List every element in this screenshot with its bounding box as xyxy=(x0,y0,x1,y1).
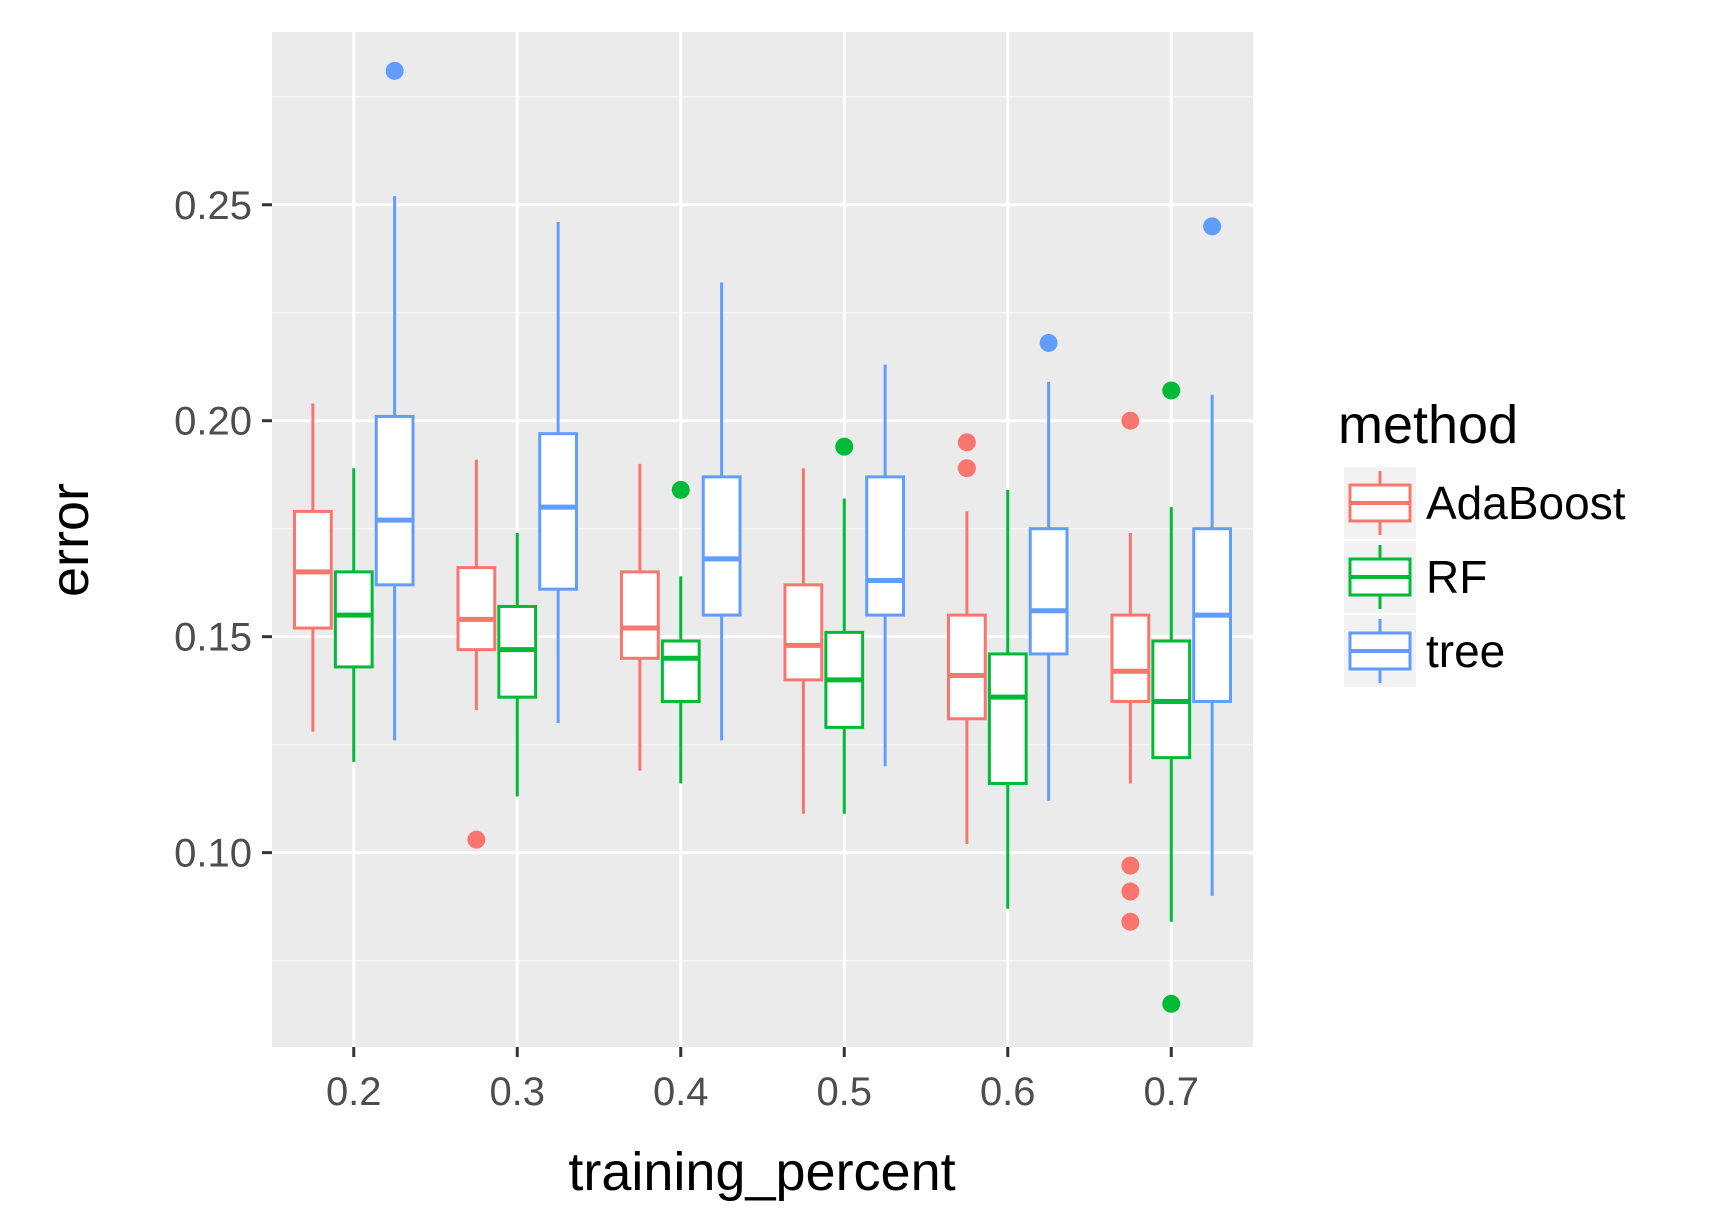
outlier-point xyxy=(957,433,976,452)
outlier-point xyxy=(1121,411,1140,430)
box-AdaBoost-0.6 xyxy=(946,433,987,844)
box-RF-0.3 xyxy=(497,533,538,797)
outlier-point xyxy=(1121,856,1140,875)
outlier-point xyxy=(671,480,690,499)
y-tick-label: 0.10 xyxy=(174,832,252,876)
x-tick-label: 0.7 xyxy=(1143,1070,1199,1114)
box-AdaBoost-0.2 xyxy=(292,403,333,732)
y-axis-title: error xyxy=(40,483,100,597)
legend-title: method xyxy=(1338,395,1518,455)
y-tick-label: 0.15 xyxy=(174,616,252,660)
y-tick-label: 0.20 xyxy=(174,400,252,444)
box-layer xyxy=(292,61,1233,1013)
legend-key-AdaBoost: AdaBoost xyxy=(1344,467,1626,539)
outlier-point xyxy=(1162,381,1181,400)
outlier-point xyxy=(1121,882,1140,901)
box-AdaBoost-0.3 xyxy=(456,459,497,849)
x-axis: 0.2 0.3 0.4 0.5 0.6 0.7 xyxy=(326,1047,1199,1114)
box-body xyxy=(1110,613,1151,703)
x-tick-label: 0.2 xyxy=(326,1070,382,1114)
outlier-point xyxy=(1162,994,1181,1013)
box-body xyxy=(865,475,906,617)
box-AdaBoost-0.5 xyxy=(783,468,824,814)
x-tick-label: 0.5 xyxy=(816,1070,872,1114)
outlier-point xyxy=(1039,333,1058,352)
box-body xyxy=(1028,527,1069,656)
outlier-point xyxy=(385,61,404,80)
box-RF-0.5 xyxy=(824,437,865,814)
box-body xyxy=(987,652,1028,786)
box-body xyxy=(456,566,497,652)
legend-label: AdaBoost xyxy=(1426,477,1626,529)
legend-key-tree: tree xyxy=(1344,615,1505,687)
legend-key-RF: RF xyxy=(1344,541,1487,613)
y-axis: 0.10 0.15 0.20 0.25 xyxy=(174,184,272,876)
box-tree-0.6 xyxy=(1028,333,1069,801)
x-tick-label: 0.3 xyxy=(489,1070,545,1114)
legend: method AdaBoost RF tree xyxy=(1338,395,1626,687)
box-body xyxy=(333,570,374,669)
outlier-point xyxy=(1203,217,1222,236)
box-RF-0.7 xyxy=(1151,381,1192,1013)
box-body xyxy=(538,432,579,591)
x-tick-label: 0.4 xyxy=(653,1070,709,1114)
legend-label: RF xyxy=(1426,551,1487,603)
box-RF-0.2 xyxy=(333,468,374,762)
x-axis-title: training_percent xyxy=(568,1142,955,1202)
y-tick-label: 0.25 xyxy=(174,184,252,228)
outlier-point xyxy=(957,459,976,478)
box-tree-0.2 xyxy=(374,61,415,741)
outlier-point xyxy=(1121,912,1140,931)
box-body xyxy=(701,475,742,617)
plot-panel xyxy=(272,32,1253,1047)
box-tree-0.4 xyxy=(701,282,742,741)
outlier-point xyxy=(835,437,854,456)
box-body xyxy=(946,613,987,721)
box-RF-0.4 xyxy=(660,480,701,784)
box-AdaBoost-0.4 xyxy=(619,463,660,771)
box-tree-0.5 xyxy=(865,364,906,767)
box-body xyxy=(619,570,660,660)
box-RF-0.6 xyxy=(987,489,1028,909)
box-AdaBoost-0.7 xyxy=(1110,411,1151,931)
box-body xyxy=(374,414,415,587)
x-tick-label: 0.6 xyxy=(980,1070,1036,1114)
box-tree-0.3 xyxy=(538,222,579,724)
box-body xyxy=(783,583,824,682)
box-body xyxy=(660,639,701,703)
minor-gridlines xyxy=(272,96,1253,962)
legend-label: tree xyxy=(1426,625,1505,677)
outlier-point xyxy=(467,830,486,849)
box-tree-0.7 xyxy=(1192,217,1233,896)
